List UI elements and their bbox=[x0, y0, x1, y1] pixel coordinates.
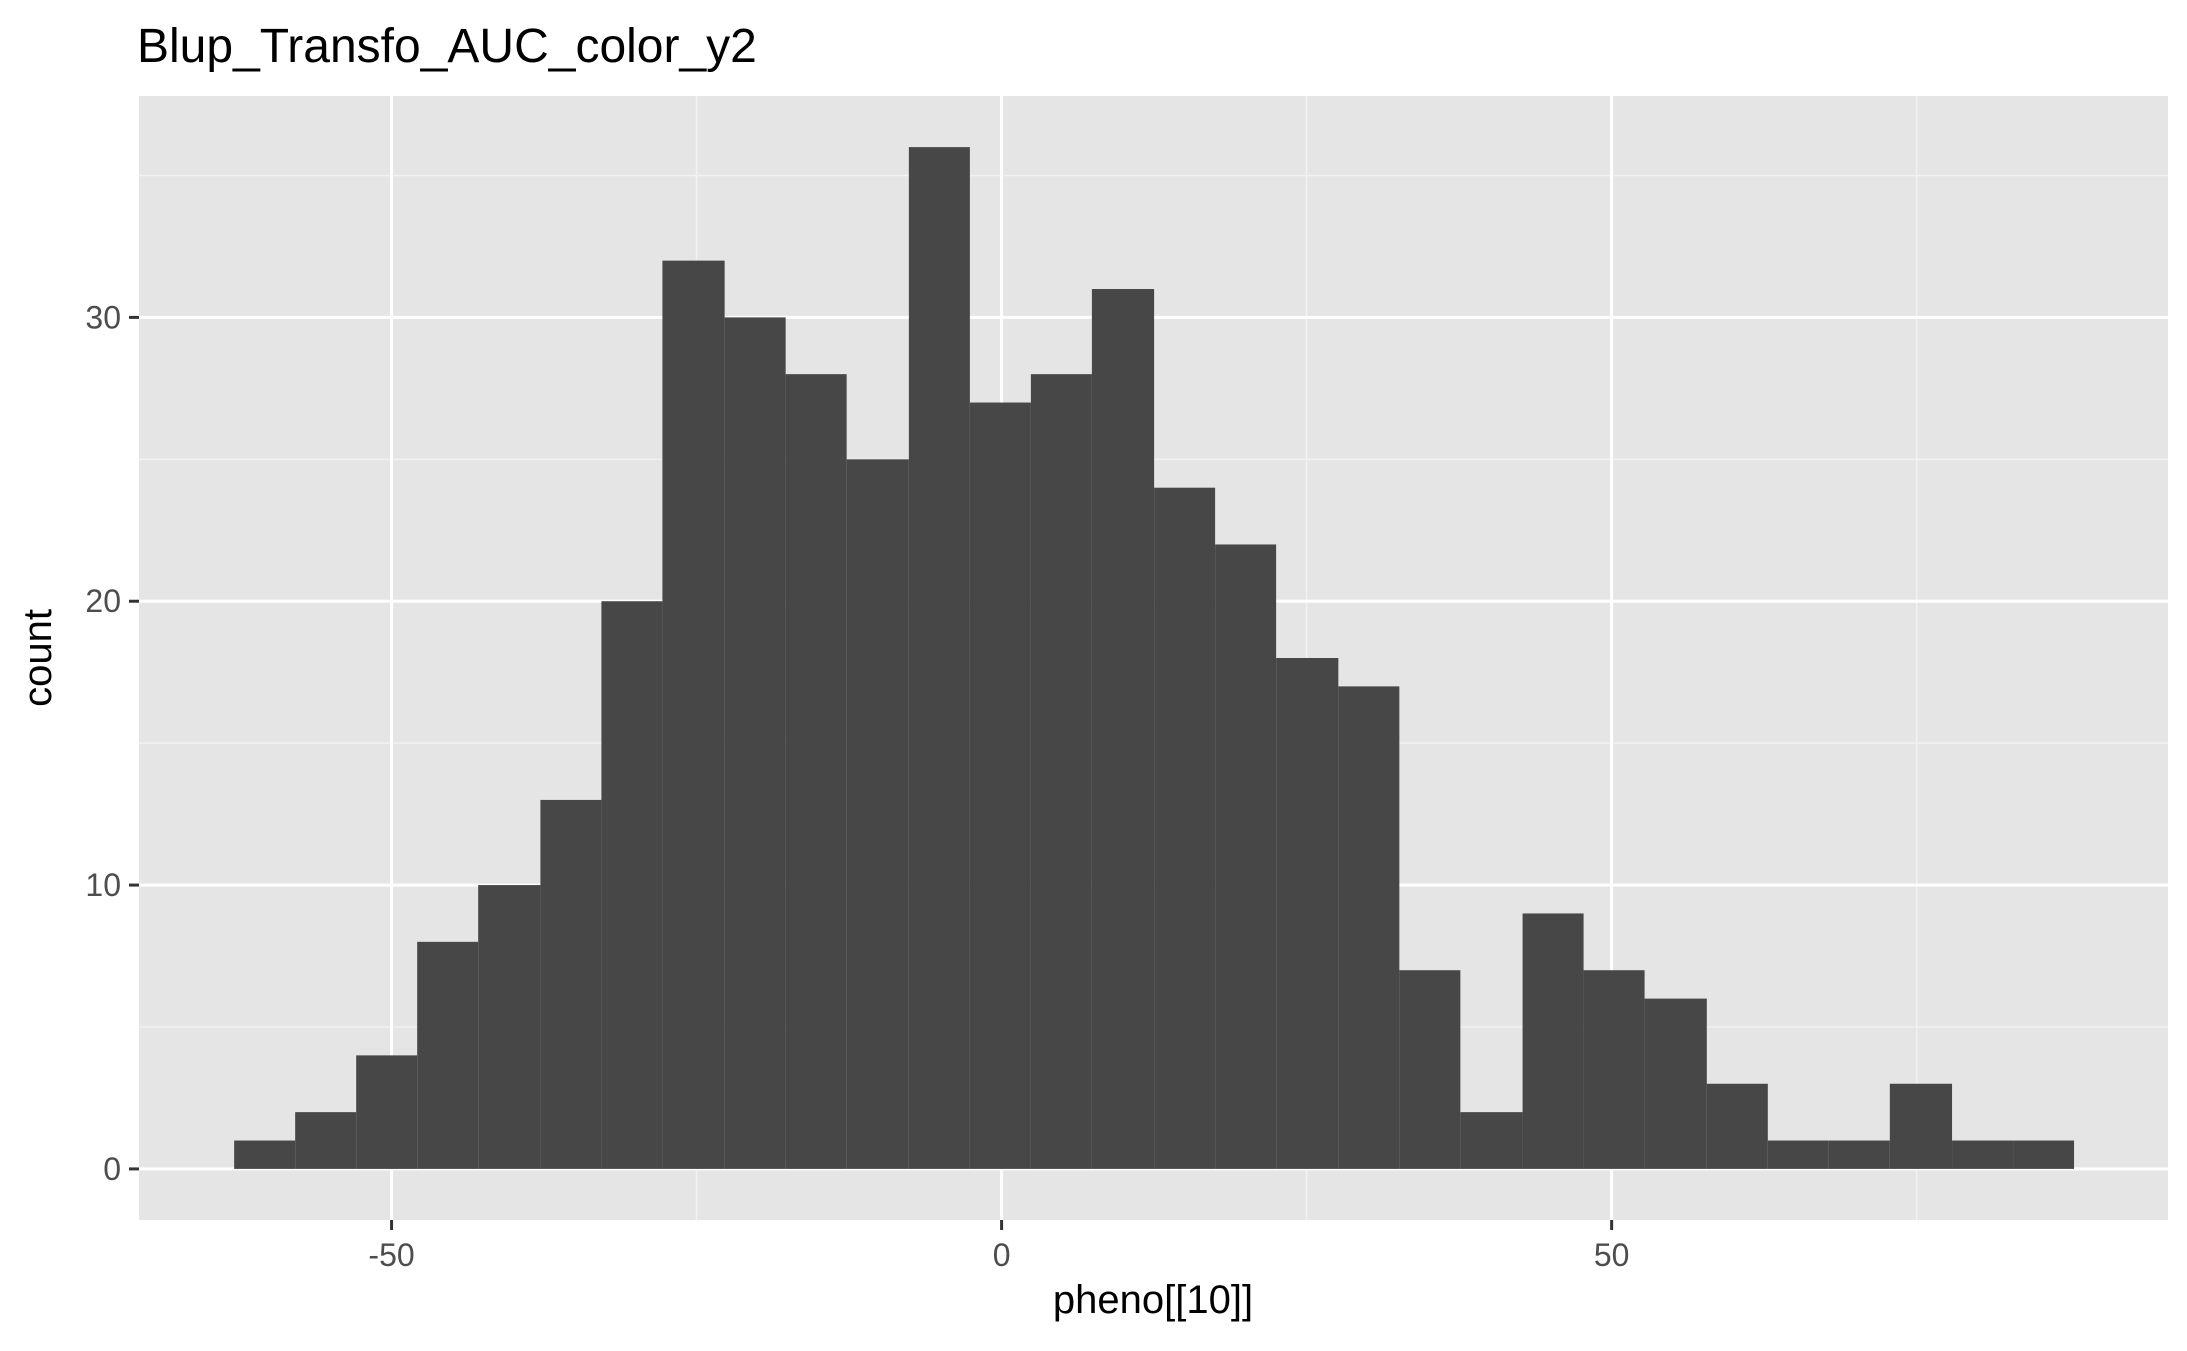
histogram-bar bbox=[1828, 1140, 1890, 1169]
histogram-bar bbox=[417, 941, 479, 1169]
histogram-bar bbox=[1644, 998, 1707, 1169]
y-tick-label: 10 bbox=[85, 867, 121, 903]
axes: -50 0 50 0 10 20 30 bbox=[85, 299, 1629, 1273]
histogram-bar bbox=[2013, 1140, 2075, 1169]
x-tick-label: -50 bbox=[368, 1237, 414, 1273]
histogram-bar bbox=[601, 601, 663, 1169]
histogram-bar bbox=[1767, 1140, 1829, 1169]
histogram-bar bbox=[846, 459, 909, 1169]
y-tick-label: 0 bbox=[103, 1151, 121, 1187]
histogram-bar bbox=[356, 1055, 418, 1169]
x-axis-title: pheno[[10]] bbox=[1053, 1278, 1253, 1322]
histogram-bar bbox=[1338, 686, 1400, 1169]
x-tick-label: 0 bbox=[993, 1237, 1011, 1273]
histogram-bar bbox=[1030, 374, 1092, 1169]
histogram-bar bbox=[540, 799, 602, 1169]
histogram-bar bbox=[234, 1140, 296, 1169]
histogram-bar bbox=[662, 260, 725, 1169]
histogram-bar bbox=[478, 885, 541, 1169]
y-tick-label: 20 bbox=[85, 583, 121, 619]
histogram-bar bbox=[1154, 487, 1216, 1169]
histogram-bar bbox=[724, 317, 786, 1169]
histogram-bar bbox=[1583, 970, 1645, 1169]
histogram-bar bbox=[1889, 1083, 1953, 1169]
y-tick-label: 30 bbox=[85, 299, 121, 335]
histogram-bars bbox=[234, 147, 2075, 1169]
histogram-bar bbox=[1399, 970, 1461, 1169]
histogram-bar bbox=[1091, 289, 1155, 1169]
histogram-bar bbox=[785, 374, 847, 1169]
histogram-bar bbox=[908, 147, 970, 1169]
histogram-bar bbox=[1706, 1083, 1768, 1169]
y-axis-title: count bbox=[16, 609, 60, 707]
x-tick-label: 50 bbox=[1594, 1237, 1630, 1273]
histogram-bar bbox=[1215, 544, 1277, 1169]
histogram-bar bbox=[1952, 1140, 2014, 1169]
histogram-bar bbox=[1276, 658, 1339, 1169]
histogram-bar bbox=[295, 1112, 357, 1169]
histogram-bar bbox=[969, 402, 1031, 1169]
histogram-bar bbox=[1522, 913, 1584, 1169]
histogram-bar bbox=[1460, 1112, 1523, 1169]
chart-title: Blup_Transfo_AUC_color_y2 bbox=[137, 20, 757, 73]
